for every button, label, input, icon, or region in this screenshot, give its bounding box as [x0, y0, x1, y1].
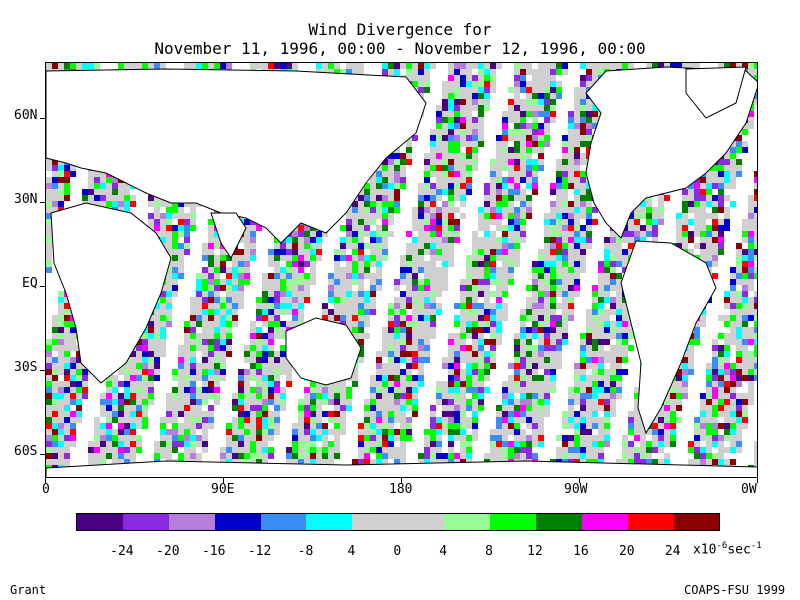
legend-tick-label: 20	[618, 544, 635, 559]
legend-tick-label: 8	[485, 544, 493, 559]
lon-tick	[223, 478, 224, 483]
lat-label-eq: EQ	[22, 276, 38, 291]
legend-tick-label: 16	[573, 544, 589, 559]
legend-swatch	[444, 514, 491, 530]
legend-swatch	[398, 514, 445, 530]
lon-label-90w: 90W	[564, 482, 588, 497]
lat-label-60s: 60S	[14, 444, 38, 459]
lon-label-180: 180	[389, 482, 413, 497]
greenland-outline	[685, 66, 747, 119]
lat-tick	[40, 118, 46, 119]
map-title-line2: November 11, 1996, 00:00 - November 12, …	[154, 39, 646, 58]
legend-swatch	[490, 514, 536, 530]
legend-swatch	[535, 514, 582, 530]
legend-tick-label: 0	[393, 544, 402, 559]
lon-tick	[757, 478, 758, 483]
legend-tick-label: 12	[527, 544, 543, 559]
lat-label-30n: 30N	[14, 192, 38, 207]
continent-outlines	[46, 66, 757, 477]
legend-tick-label: -24	[110, 544, 134, 559]
legend-tick-label: -20	[156, 544, 180, 559]
legend-swatch	[306, 514, 353, 530]
lon-tick	[579, 478, 580, 483]
credit-label: COAPS-FSU 1999	[684, 583, 786, 597]
legend-swatch	[627, 514, 674, 530]
legend-swatch	[260, 514, 307, 530]
lon-label-0: 0	[42, 482, 50, 497]
lat-tick	[40, 286, 46, 287]
map-panel	[45, 62, 758, 478]
lat-label-60n: 60N	[14, 108, 38, 123]
lat-tick	[40, 454, 46, 455]
south-america-outline	[620, 240, 717, 435]
lat-tick	[40, 370, 46, 371]
color-legend-bar	[76, 513, 721, 531]
lat-tick	[40, 202, 46, 203]
legend-swatch	[214, 514, 261, 530]
lon-tick	[401, 478, 402, 483]
legend-tick-label: -16	[201, 544, 226, 559]
legend-swatch	[673, 514, 720, 530]
legend-tick-label: -12	[247, 544, 272, 559]
lon-label-0w: 0W	[741, 482, 757, 497]
eurasia-outline	[46, 68, 427, 244]
antarctica-outline	[46, 460, 757, 477]
legend-swatch	[168, 514, 215, 530]
units-label: x10-6sec-1	[693, 541, 762, 558]
australia-outline	[285, 317, 362, 386]
legend-tick-label: 4	[347, 544, 356, 559]
legend-tick-label: 24	[664, 544, 681, 559]
lon-label-90e: 90E	[211, 482, 235, 497]
legend-tick-label: -8	[297, 544, 314, 559]
divergence-map	[46, 63, 757, 477]
legend-tick-label: 4	[439, 544, 448, 559]
map-title-line1: Wind Divergence for	[308, 20, 492, 39]
india-outline	[210, 212, 247, 259]
legend-swatch	[122, 514, 169, 530]
africa-outline	[50, 202, 172, 384]
author-label: Grant	[10, 583, 47, 597]
legend-swatch	[352, 514, 399, 530]
legend-swatch	[77, 514, 123, 530]
legend-swatch	[581, 514, 628, 530]
lon-tick	[45, 478, 46, 483]
lat-label-30s: 30S	[14, 360, 38, 375]
